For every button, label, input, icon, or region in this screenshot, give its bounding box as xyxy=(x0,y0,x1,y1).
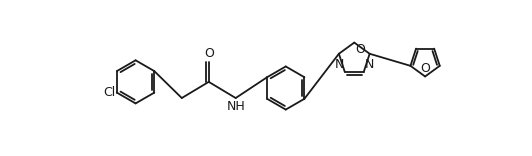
Text: O: O xyxy=(204,47,214,60)
Text: NH: NH xyxy=(226,100,245,113)
Text: Cl: Cl xyxy=(103,86,115,99)
Text: O: O xyxy=(420,62,430,75)
Text: O: O xyxy=(355,43,365,56)
Text: N: N xyxy=(364,58,374,71)
Text: N: N xyxy=(335,58,344,71)
